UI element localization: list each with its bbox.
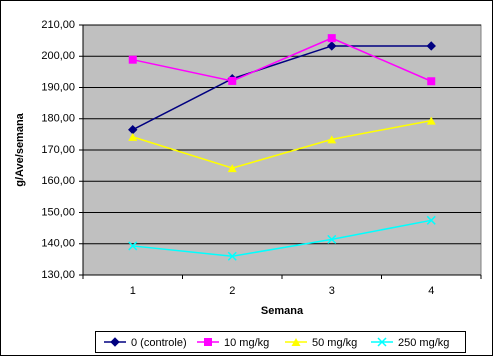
legend-label: 50 mg/kg <box>312 337 357 349</box>
y-tick-label: 130,00 <box>41 269 75 281</box>
marker <box>327 234 337 244</box>
x-tick-label: 2 <box>229 285 235 297</box>
y-tick-label: 160,00 <box>41 175 75 187</box>
series-line <box>132 219 432 258</box>
marker <box>128 55 137 64</box>
x-axis-title: Semana <box>261 305 304 317</box>
series-line <box>132 45 432 131</box>
series-line <box>132 37 432 82</box>
y-tick-label: 190,00 <box>41 81 75 93</box>
y-axis-title: g/Ave/semana <box>14 112 26 186</box>
marker <box>377 337 387 347</box>
x-tick-label: 3 <box>329 285 335 297</box>
y-tick-label: 170,00 <box>41 144 75 156</box>
marker <box>327 34 336 43</box>
y-tick-label: 150,00 <box>41 206 75 218</box>
marker <box>228 76 237 85</box>
marker <box>426 41 436 51</box>
marker <box>327 41 337 51</box>
marker <box>291 338 301 346</box>
marker <box>426 215 436 225</box>
legend-label: 0 (controle) <box>131 337 187 349</box>
marker <box>227 164 237 173</box>
marker <box>128 241 138 251</box>
legend-label: 250 mg/kg <box>398 337 449 349</box>
marker <box>426 116 436 125</box>
marker <box>427 77 436 86</box>
x-tick-label: 4 <box>428 285 434 297</box>
marker <box>110 337 120 347</box>
series-line <box>132 119 432 169</box>
y-tick-label: 140,00 <box>41 238 75 250</box>
marker <box>327 135 337 144</box>
x-tick-label: 1 <box>130 285 136 297</box>
marker <box>204 338 212 346</box>
marker <box>128 132 138 141</box>
y-tick-label: 210,00 <box>41 19 75 31</box>
legend-label: 10 mg/kg <box>224 337 269 349</box>
y-tick-label: 200,00 <box>41 50 75 62</box>
legend <box>95 331 466 353</box>
y-tick-label: 180,00 <box>41 113 75 125</box>
marker <box>227 251 237 261</box>
